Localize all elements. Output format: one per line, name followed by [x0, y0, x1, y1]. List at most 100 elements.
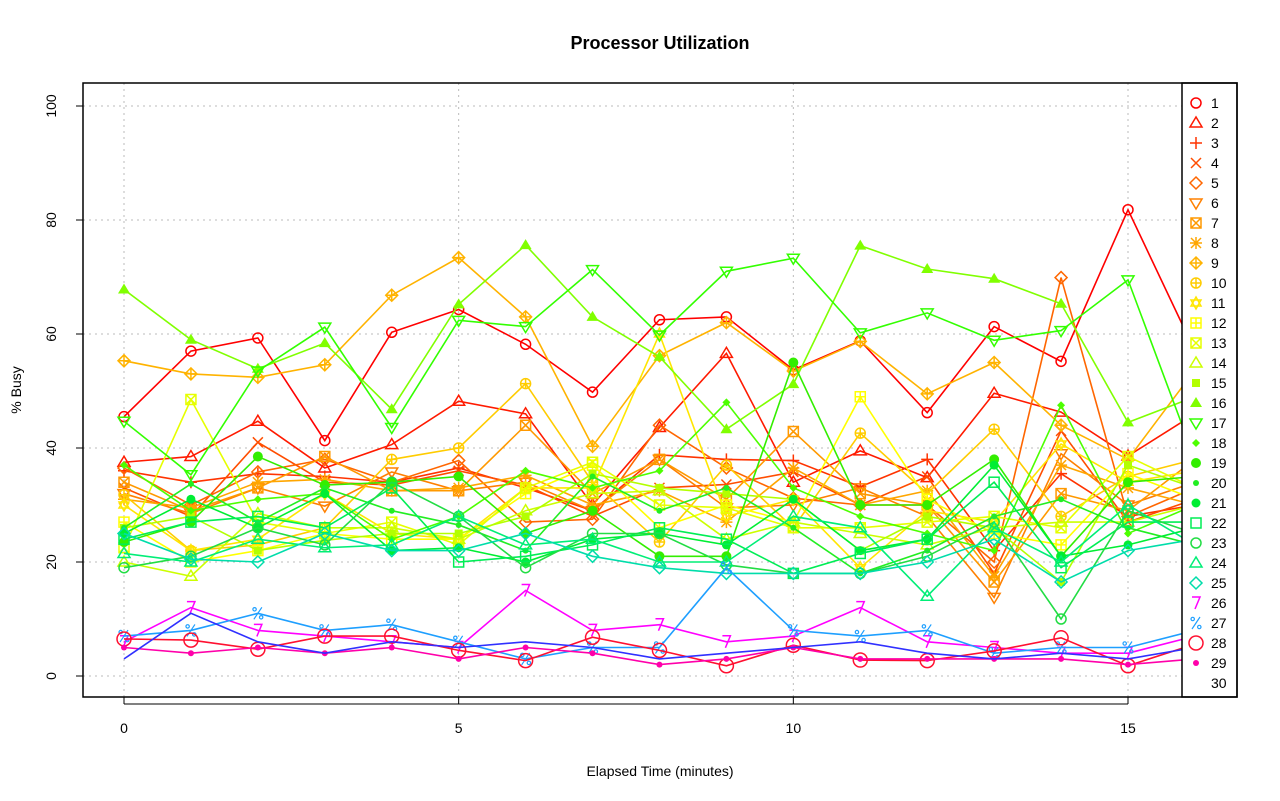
data-point-marker [922, 500, 933, 510]
data-point-marker [722, 489, 731, 498]
data-point-marker [1057, 401, 1066, 410]
data-point-marker [1054, 418, 1069, 433]
data-point-marker [589, 473, 596, 480]
data-point-marker [920, 554, 935, 570]
legend-label: 14 [1211, 355, 1227, 371]
legend-item: 1 [1190, 95, 1219, 111]
data-point-marker [250, 554, 265, 570]
data-point-marker [384, 537, 400, 550]
data-point-marker [116, 353, 132, 368]
y-tick-label: 20 [43, 554, 59, 570]
data-point-marker [318, 473, 331, 486]
legend-item: 9 [1188, 255, 1219, 271]
legend-marker [1188, 198, 1204, 211]
data-point-marker [521, 466, 530, 475]
data-point-marker [317, 628, 333, 644]
data-point-marker [790, 524, 797, 531]
legend-item: 21 [1191, 495, 1227, 511]
data-point-marker [854, 427, 867, 439]
data-point-marker [184, 333, 197, 344]
data-point-marker [655, 617, 665, 631]
data-point-marker [1054, 270, 1069, 285]
legend-label: 25 [1211, 575, 1227, 591]
data-point-marker [855, 500, 866, 510]
data-point-marker [116, 554, 132, 567]
series-line [123, 589, 1196, 655]
data-point-marker [656, 661, 663, 668]
legend-marker [1188, 355, 1204, 368]
data-point-marker [186, 494, 196, 504]
y-tick-label: 100 [43, 94, 59, 118]
data-point-marker [655, 466, 664, 475]
data-point-marker [920, 386, 935, 401]
data-point-marker [250, 531, 266, 544]
legend-marker [1190, 277, 1202, 289]
legend-marker [1192, 439, 1200, 447]
data-point-marker [1055, 297, 1068, 308]
data-point-marker [519, 338, 532, 351]
legend-label: 21 [1211, 495, 1227, 511]
legend-label: 6 [1211, 195, 1219, 211]
data-point-marker [522, 644, 529, 651]
legend-marker [1190, 237, 1202, 249]
data-point-marker [653, 350, 666, 361]
legend-marker [1193, 480, 1199, 486]
data-point-marker [518, 321, 533, 335]
data-point-marker [921, 624, 933, 637]
legend-item: 23 [1190, 535, 1227, 551]
data-point-marker [519, 377, 532, 390]
legend-item: 11 [1189, 295, 1226, 311]
legend-label: 22 [1211, 515, 1227, 531]
data-point-marker [518, 526, 533, 541]
data-point-marker [317, 452, 332, 467]
data-point-marker [319, 434, 331, 447]
legend-marker [1190, 537, 1202, 549]
legend-label: 17 [1211, 415, 1227, 431]
data-point-marker [585, 264, 600, 278]
data-point-marker [250, 506, 266, 519]
x-tick-label: 15 [1120, 720, 1136, 736]
data-point-marker [519, 239, 532, 250]
legend-label: 11 [1211, 295, 1226, 311]
y-tick-label: 60 [43, 326, 59, 342]
data-point-marker [1122, 516, 1134, 528]
data-point-marker [723, 655, 730, 662]
data-point-marker [1122, 450, 1134, 463]
data-point-marker [923, 512, 932, 521]
legend-marker [1188, 635, 1204, 651]
legend-label: 1 [1211, 95, 1219, 111]
data-point-marker [987, 532, 1002, 547]
legend-item: 25 [1188, 575, 1227, 591]
data-point-marker [655, 483, 664, 492]
legend-label: 13 [1211, 335, 1227, 351]
data-point-marker [852, 652, 869, 668]
series-line [123, 257, 1196, 476]
legend-label: 5 [1211, 175, 1219, 191]
legend-marker [1189, 295, 1203, 311]
data-point-marker [924, 655, 931, 662]
y-tick-label: 40 [43, 440, 59, 456]
data-point-marker [252, 606, 264, 620]
legend-item: 15 [1192, 375, 1227, 391]
x-axis-label: Elapsed Time (minutes) [586, 763, 733, 779]
series-line [123, 207, 1196, 443]
data-point-marker [919, 470, 935, 483]
data-point-marker [517, 652, 534, 669]
legend-item: 2 [1188, 115, 1219, 131]
legend-item: 12 [1190, 315, 1227, 331]
legend-label: 2 [1211, 115, 1219, 131]
data-point-marker [585, 531, 600, 544]
legend-item: 14 [1188, 355, 1227, 371]
data-point-marker [385, 326, 398, 339]
data-point-marker [519, 561, 532, 574]
data-point-marker [585, 549, 600, 564]
data-point-marker [451, 315, 466, 328]
data-point-marker [653, 314, 666, 326]
legend-item: 24 [1188, 555, 1227, 571]
legend-marker [1188, 575, 1204, 591]
data-point-marker [919, 588, 935, 601]
x-tick-label: 5 [455, 720, 463, 736]
legend-label: 3 [1211, 135, 1219, 151]
data-point-marker [786, 566, 801, 581]
data-point-marker [452, 298, 465, 309]
